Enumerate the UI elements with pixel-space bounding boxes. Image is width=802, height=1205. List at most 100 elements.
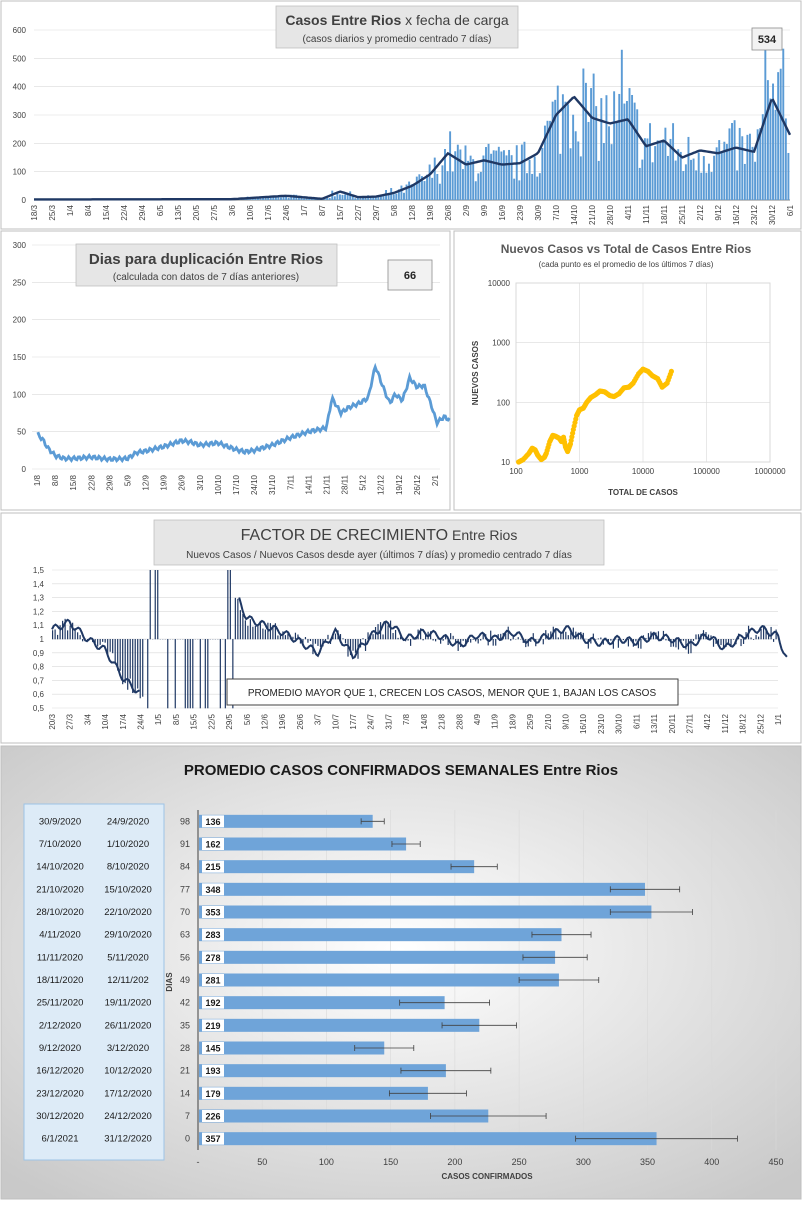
daily-cases-bar: [408, 182, 410, 200]
growth-factor-bar: [392, 633, 393, 639]
daily-cases-bar: [549, 121, 551, 200]
daily-cases-bar: [518, 180, 520, 200]
growth-factor-bar: [558, 637, 559, 639]
growth-factor-xtick: 10/7: [331, 713, 340, 729]
daily-cases-xtick: 5/8: [390, 204, 399, 216]
growth-factor-bar: [753, 639, 754, 640]
daily-cases-bar: [513, 179, 515, 200]
weekly-average-xtick: 200: [447, 1157, 462, 1167]
daily-cases-bar: [734, 120, 736, 200]
daily-cases-xtick: 20/5: [192, 204, 201, 220]
growth-factor-xtick: 23/10: [597, 713, 606, 734]
daily-cases-bar: [682, 171, 684, 200]
daily-cases-bar: [329, 198, 331, 200]
daily-cases-xtick: 9/12: [714, 204, 723, 220]
daily-cases-bar: [459, 150, 461, 200]
week-start-date: 5/11/2020: [107, 952, 149, 963]
growth-factor-bar: [463, 639, 464, 641]
daily-cases-bar: [303, 199, 305, 200]
growth-factor-bar: [640, 639, 641, 649]
growth-factor-bar: [600, 637, 601, 639]
daily-cases-bar: [462, 169, 464, 200]
growth-factor-bar: [305, 637, 306, 639]
daily-cases-bar: [649, 123, 651, 200]
weekly-average-category: 14: [180, 1088, 190, 1098]
daily-cases-bar: [539, 173, 541, 200]
weekly-average-xtick: 250: [512, 1157, 527, 1167]
daily-cases-xtick: 24/6: [282, 204, 291, 220]
daily-cases-bar: [577, 141, 579, 200]
weekly-average-value: 226: [205, 1112, 220, 1122]
week-start-date: 17/12/2020: [104, 1088, 152, 1099]
weekly-average-xtick: 300: [576, 1157, 591, 1167]
growth-factor-ytick: 0,5: [33, 704, 45, 713]
weekly-average-category: 7: [185, 1111, 190, 1121]
new-vs-total-ytick: 1000: [492, 339, 510, 348]
daily-cases-bar: [436, 174, 438, 200]
growth-factor-bar: [227, 570, 228, 639]
daily-cases-xtick: 25/3: [48, 204, 57, 220]
daily-cases-bar: [452, 171, 454, 200]
daily-cases-bar: [567, 104, 569, 200]
daily-cases-ytick: 600: [13, 26, 27, 35]
growth-factor-bar: [450, 633, 451, 639]
weekly-average-category: 84: [180, 862, 190, 872]
weekly-average-xtick: 150: [383, 1157, 398, 1167]
daily-cases-bar: [785, 118, 787, 200]
daily-cases-bar: [646, 138, 648, 200]
growth-factor-bar: [473, 639, 474, 640]
growth-factor-bar: [72, 623, 73, 640]
growth-factor-bar: [70, 626, 71, 640]
doubling-days-xtick: 19/9: [160, 474, 169, 490]
daily-cases-bar: [777, 72, 779, 200]
daily-cases-xtick: 2/12: [696, 204, 705, 220]
daily-cases-badge: 534: [758, 34, 777, 46]
growth-factor-bar: [112, 639, 113, 653]
daily-cases-bar: [393, 194, 395, 200]
daily-cases-bar: [618, 94, 620, 200]
weekly-average-xtick: -: [197, 1157, 200, 1167]
weekly-average-value: 192: [205, 998, 220, 1008]
growth-factor-bar: [57, 635, 58, 639]
doubling-days-ytick: 50: [17, 428, 26, 437]
daily-cases-xtick: 17/6: [264, 204, 273, 220]
daily-cases-bar: [639, 168, 641, 200]
growth-factor-xtick: 1/5: [154, 713, 163, 725]
growth-factor-bar: [130, 639, 131, 679]
growth-factor-bar: [225, 639, 226, 708]
daily-cases-bar: [534, 157, 536, 200]
growth-factor-xtick: 11/9: [491, 713, 500, 729]
daily-cases-bar: [582, 69, 584, 200]
daily-cases-bar: [693, 159, 695, 200]
daily-cases-bar: [744, 164, 746, 200]
daily-cases-bar: [523, 142, 525, 200]
daily-cases-xtick: 26/8: [444, 204, 453, 220]
growth-factor-xtick: 3/7: [314, 713, 323, 725]
doubling-days-xtick: 21/11: [322, 474, 331, 494]
doubling-days-ytick: 150: [13, 353, 27, 362]
weekly-average-bar: [199, 838, 406, 851]
growth-factor-xtick: 16/10: [579, 713, 588, 734]
growth-factor-bar: [733, 639, 734, 640]
growth-factor-bar: [730, 639, 731, 645]
daily-cases-bar: [572, 115, 574, 200]
daily-cases-bar: [277, 197, 279, 200]
daily-cases-bar: [590, 88, 592, 200]
daily-cases-xtick: 3/6: [228, 204, 237, 216]
growth-factor-xtick: 22/5: [207, 713, 216, 729]
daily-cases-xtick: 8/4: [84, 204, 93, 216]
growth-factor-xtick: 1/1: [774, 713, 783, 725]
growth-factor-bar: [122, 639, 123, 684]
growth-factor-bar: [310, 639, 311, 641]
weekly-average-value: 278: [205, 953, 220, 963]
growth-factor-bar: [493, 639, 494, 646]
daily-cases-xtick: 12/8: [408, 204, 417, 220]
growth-factor-bar: [327, 635, 328, 639]
growth-factor-xtick: 3/4: [83, 713, 92, 725]
new-vs-total-subtitle: (cada punto es el promedio de los último…: [539, 260, 714, 269]
daily-cases-bar: [603, 143, 605, 200]
daily-cases-bar: [306, 199, 308, 200]
